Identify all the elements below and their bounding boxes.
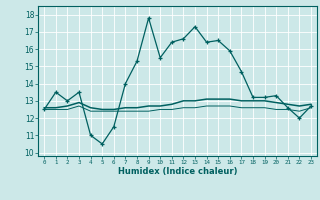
X-axis label: Humidex (Indice chaleur): Humidex (Indice chaleur) <box>118 167 237 176</box>
